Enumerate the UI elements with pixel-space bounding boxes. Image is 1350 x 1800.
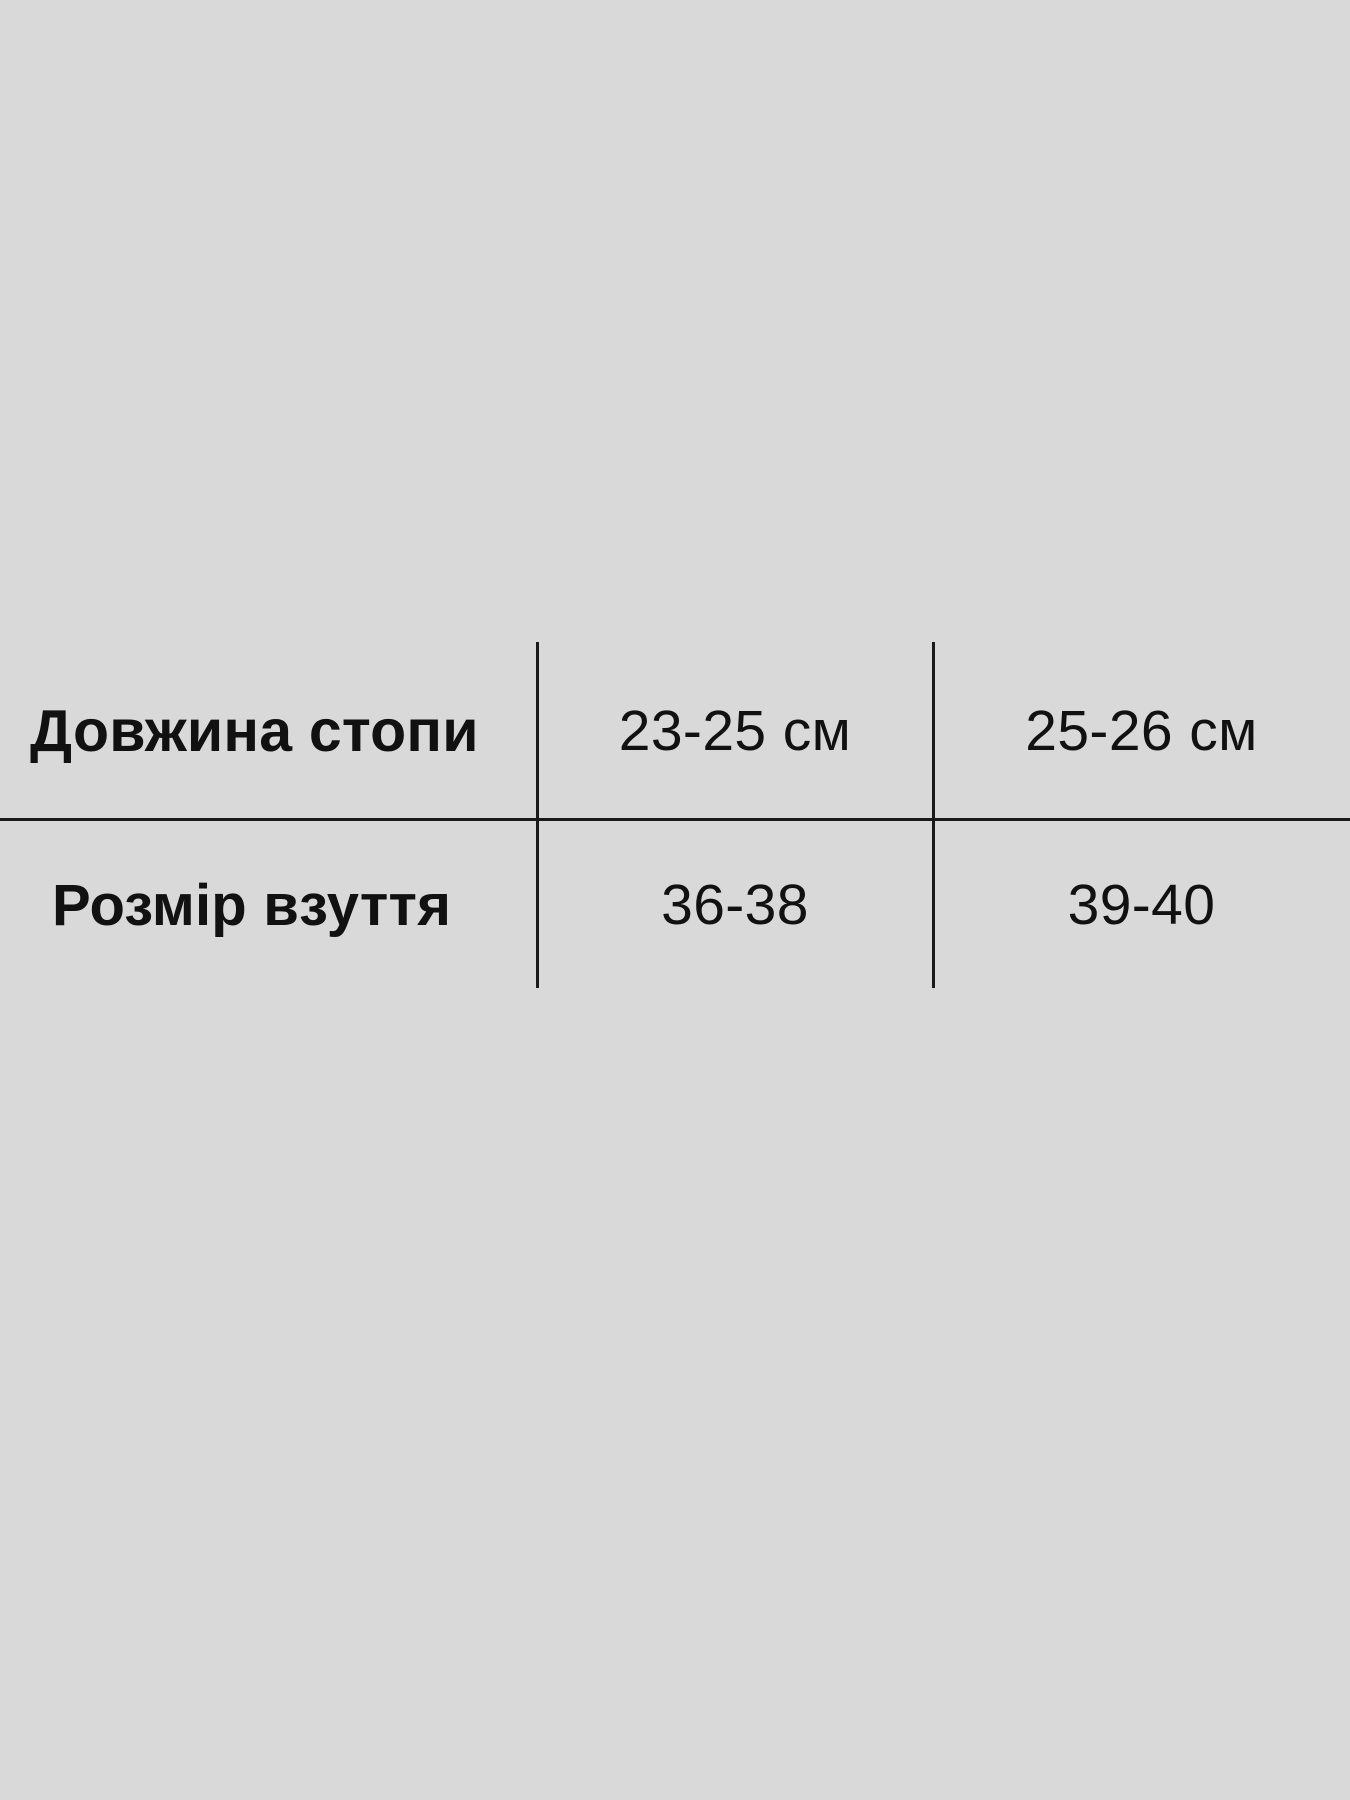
table-row: Розмір взуття 36-38 39-40	[0, 822, 1350, 988]
cell-shoe-size-col-1: 36-38	[661, 873, 809, 937]
row-header-shoe-size: Розмір взуття	[52, 872, 452, 938]
row-header-foot-length: Довжина стопи	[30, 698, 479, 764]
cell-shoe-size-col-2: 39-40	[1067, 873, 1216, 937]
table-row: Довжина стопи 23-25 см 25-26 см	[0, 642, 1350, 820]
vertical-divider-1	[536, 642, 539, 988]
cell-foot-length-col-2: 25-26 см	[1025, 699, 1258, 763]
cell-foot-length-col-1: 23-25 см	[618, 699, 852, 763]
horizontal-divider	[0, 818, 1350, 821]
vertical-divider-2	[932, 642, 935, 988]
shoe-size-table: Довжина стопи 23-25 см 25-26 см Розмір в…	[0, 642, 1350, 988]
